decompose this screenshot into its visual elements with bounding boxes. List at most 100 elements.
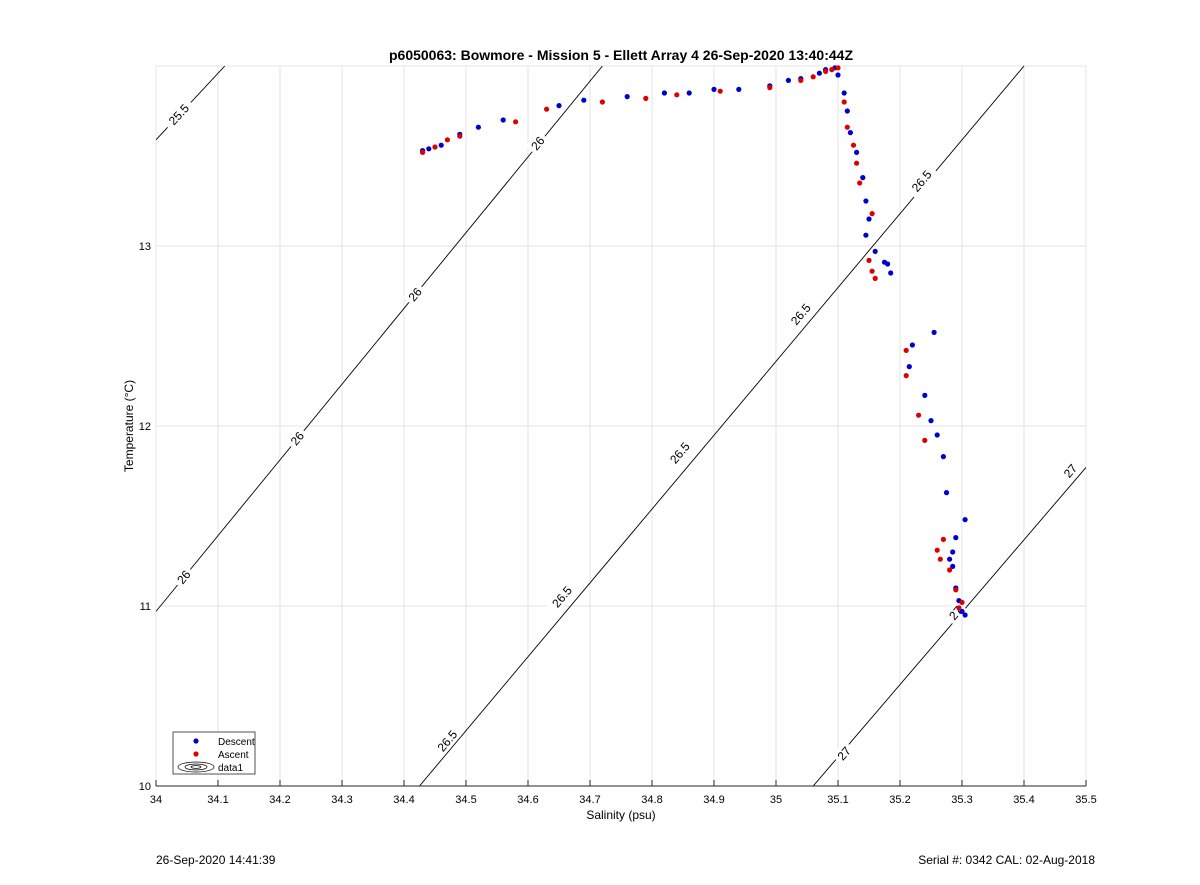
ascent-point: [953, 587, 959, 593]
legend-ascent-label: Ascent: [218, 750, 249, 761]
ascent-point: [872, 275, 878, 281]
ascent-point: [940, 536, 947, 543]
contour-label-background: [402, 281, 427, 307]
ascent-point: [643, 95, 649, 101]
density-contour-27: [812, 467, 1086, 786]
descent-point: [947, 556, 953, 562]
density-contour-26: [156, 66, 603, 612]
contour-label-background: [171, 564, 196, 590]
ascent-point: [674, 92, 680, 98]
contour-label-background: [904, 163, 938, 199]
ascent-point: [599, 99, 606, 105]
descent-point: [962, 517, 968, 523]
contour-label-background: [943, 600, 968, 626]
descent-point: [736, 86, 742, 92]
x-tick-label: 34: [150, 794, 162, 806]
legend-descent-label: Descent: [218, 737, 255, 748]
descent-point: [863, 198, 869, 204]
descent-point: [785, 77, 792, 83]
descent-point: [863, 232, 869, 238]
chart-title: p6050063: Bowmore - Mission 5 - Ellett A…: [389, 47, 853, 63]
ascent-point: [903, 347, 909, 353]
descent-point: [844, 108, 850, 114]
descent-point: [500, 117, 506, 123]
x-tick-label: 34.8: [641, 794, 662, 806]
descent-point: [661, 90, 668, 96]
x-tick-label: 35.3: [951, 794, 972, 806]
contour-label-background: [831, 740, 857, 766]
ascent-point: [857, 180, 863, 186]
x-tick-label: 34.7: [579, 794, 600, 806]
descent-point: [922, 392, 928, 398]
x-tick-label: 35: [770, 794, 782, 806]
legend-contour-icon: [177, 761, 215, 773]
descent-point: [888, 270, 894, 276]
ascent-point: [544, 106, 550, 112]
contour-label-background: [161, 96, 196, 132]
y-tick-label: 13: [139, 241, 151, 253]
ascent-point: [810, 74, 816, 80]
legend: Descent Ascent data1: [172, 731, 256, 775]
descent-point: [581, 97, 587, 103]
ascent-point: [767, 85, 773, 91]
descent-point: [928, 418, 934, 424]
descent-point: [962, 612, 968, 618]
ascent-point: [457, 133, 463, 139]
grid-lines: [155, 66, 1087, 787]
ascent-point: [420, 149, 426, 155]
descent-point: [475, 124, 481, 130]
descent-point: [909, 342, 916, 348]
descent-point: [854, 149, 860, 155]
ascent-point: [947, 567, 953, 573]
data-points: [420, 65, 968, 618]
descent-point: [959, 608, 965, 615]
legend-data1-label: data1: [218, 763, 243, 774]
descent-point: [866, 216, 872, 222]
x-tick-label: 35.1: [827, 794, 848, 806]
ascent-point: [869, 211, 875, 217]
footer-timestamp: 26-Sep-2020 14:41:39: [156, 853, 276, 867]
contour-label-background: [525, 130, 550, 156]
descent-point: [438, 142, 444, 148]
descent-point: [931, 329, 937, 335]
contour-label-background: [545, 578, 579, 615]
contour-label-background: [430, 722, 464, 759]
ascent-point: [823, 68, 829, 74]
descent-point: [953, 535, 959, 541]
legend-descent-marker: [193, 738, 199, 744]
ascent-point: [922, 437, 928, 443]
y-tick-label: 12: [139, 421, 151, 433]
descent-point: [624, 94, 630, 100]
ascent-point: [513, 119, 519, 125]
descent-point: [940, 454, 947, 460]
descent-point: [872, 248, 878, 254]
ascent-point: [717, 88, 723, 94]
descent-point: [686, 90, 692, 96]
contour-label-background: [783, 296, 818, 332]
x-tick-label: 35.4: [1013, 794, 1034, 806]
descent-point: [943, 490, 950, 496]
contour-label-background: [284, 425, 310, 451]
x-axis-label: Salinity (psu): [586, 808, 655, 822]
ascent-point: [903, 373, 909, 379]
ascent-point: [798, 77, 804, 83]
x-tick-label: 34.5: [455, 794, 476, 806]
y-tick-label: 11: [140, 601, 151, 613]
x-tick-label: 34.4: [393, 794, 414, 806]
ascent-point: [869, 268, 875, 274]
ascent-point: [916, 412, 922, 418]
y-axis-ticks: 10 11 12 13: [139, 241, 151, 793]
ascent-point: [956, 605, 962, 611]
y-tick-label: 10: [139, 781, 151, 793]
ascent-point: [829, 67, 835, 73]
x-tick-label: 35.2: [889, 794, 910, 806]
ascent-point: [937, 556, 943, 562]
ascent-point: [835, 65, 841, 71]
legend-ascent-marker: [193, 751, 199, 757]
descent-point: [847, 130, 854, 136]
descent-point: [841, 90, 847, 96]
descent-point: [816, 70, 823, 76]
contour-label-background: [662, 434, 697, 471]
